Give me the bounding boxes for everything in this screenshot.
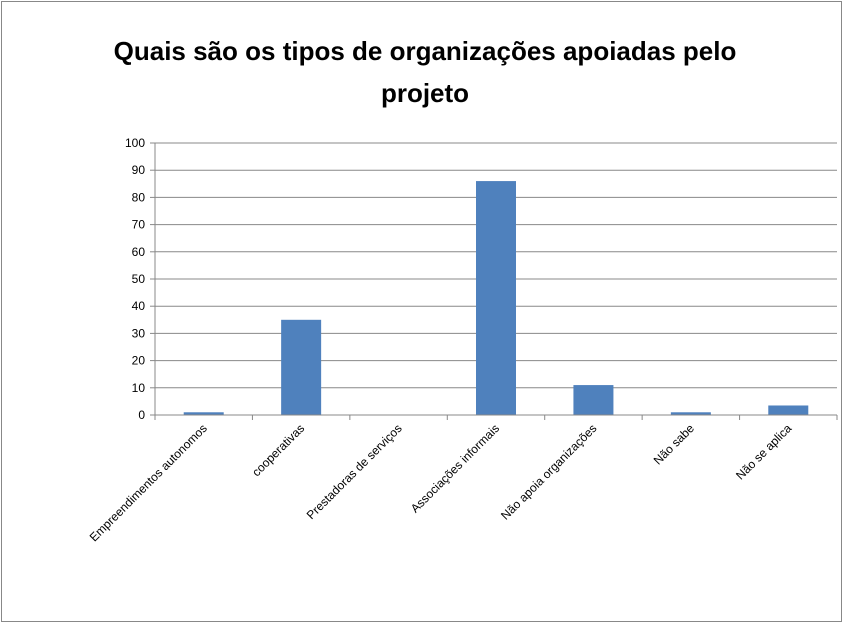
bar (768, 405, 809, 415)
y-tick-label: 100 (125, 136, 145, 150)
y-tick-label: 30 (132, 326, 146, 340)
y-tick-label: 90 (132, 163, 146, 177)
y-tick-label: 80 (132, 190, 146, 204)
y-tick-label: 20 (132, 354, 146, 368)
y-tick-label: 10 (132, 381, 146, 395)
y-tick-label: 0 (138, 408, 145, 422)
y-tick-label: 40 (132, 299, 146, 313)
y-tick-label: 60 (132, 245, 146, 259)
chart-title: Quais são os tipos de organizações apoia… (113, 36, 737, 108)
bar (573, 385, 614, 415)
y-tick-label: 70 (132, 218, 146, 232)
y-tick-label: 50 (132, 272, 146, 286)
bar (670, 412, 711, 415)
bar (281, 319, 322, 415)
bar (183, 412, 224, 415)
bar (476, 181, 516, 415)
